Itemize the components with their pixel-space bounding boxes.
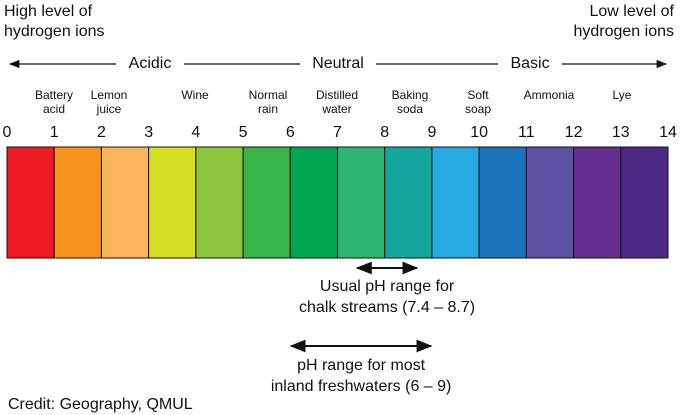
substance-label: Baking — [392, 88, 429, 102]
ph-band — [431, 146, 480, 259]
tick-label: 6 — [286, 124, 295, 141]
ph-band — [478, 146, 527, 259]
ph-band — [100, 146, 150, 259]
label-bg — [300, 54, 376, 74]
tick-label: 10 — [470, 124, 488, 141]
substance-label: Soft — [467, 88, 489, 102]
substance-label: Ammonia — [524, 88, 575, 102]
range-label: inland freshwaters (6 – 9) — [271, 378, 452, 395]
substance-label: Lemon — [91, 88, 128, 102]
ph-band — [148, 146, 197, 259]
substance-label: Lye — [613, 88, 632, 102]
substance-label: Distilled — [316, 88, 358, 102]
direction-label: Basic — [510, 55, 549, 72]
substance-label: acid — [43, 102, 65, 116]
tick-label: 14 — [659, 124, 677, 141]
substance-label: soda — [397, 102, 423, 116]
ph-band — [384, 146, 433, 259]
range-label: pH range for most — [297, 357, 426, 374]
header-left: hydrogen ions — [4, 23, 105, 40]
ph-band — [53, 146, 102, 259]
tick-label: 0 — [3, 124, 12, 141]
ph-band — [573, 146, 622, 259]
tick-label: 12 — [565, 124, 583, 141]
label-bg — [116, 54, 184, 74]
direction-label: Neutral — [312, 55, 364, 72]
tick-label: 1 — [50, 124, 59, 141]
substance-label: water — [321, 102, 351, 116]
range-label: chalk streams (7.4 – 8.7) — [299, 299, 475, 316]
range-label: Usual pH range for — [320, 278, 455, 295]
ph-band — [620, 146, 669, 259]
label-bg — [498, 54, 562, 74]
credit: Credit: Geography, QMUL — [8, 396, 193, 413]
ph-band — [195, 146, 244, 259]
tick-label: 4 — [191, 124, 200, 141]
header-right: Low level of — [590, 3, 675, 20]
ph-band — [289, 146, 338, 259]
tick-label: 9 — [427, 124, 436, 141]
substance-label: juice — [96, 102, 122, 116]
header-right: hydrogen ions — [573, 23, 674, 40]
substance-label: Battery — [35, 88, 73, 102]
tick-label: 2 — [97, 124, 106, 141]
tick-label: 13 — [612, 124, 630, 141]
ph-band — [242, 146, 291, 259]
tick-label: 3 — [144, 124, 153, 141]
ph-band — [6, 146, 55, 259]
direction-label: Acidic — [129, 55, 172, 72]
substance-label: rain — [258, 102, 278, 116]
tick-label: 7 — [333, 124, 342, 141]
tick-label: 5 — [239, 124, 248, 141]
ph-band — [337, 146, 386, 259]
ph-band — [525, 146, 575, 259]
tick-label: 11 — [518, 124, 535, 141]
substance-label: Wine — [181, 88, 209, 102]
substance-label: Normal — [249, 88, 288, 102]
substance-label: soap — [465, 102, 491, 116]
header-left: High level of — [4, 3, 93, 20]
tick-label: 8 — [380, 124, 389, 141]
